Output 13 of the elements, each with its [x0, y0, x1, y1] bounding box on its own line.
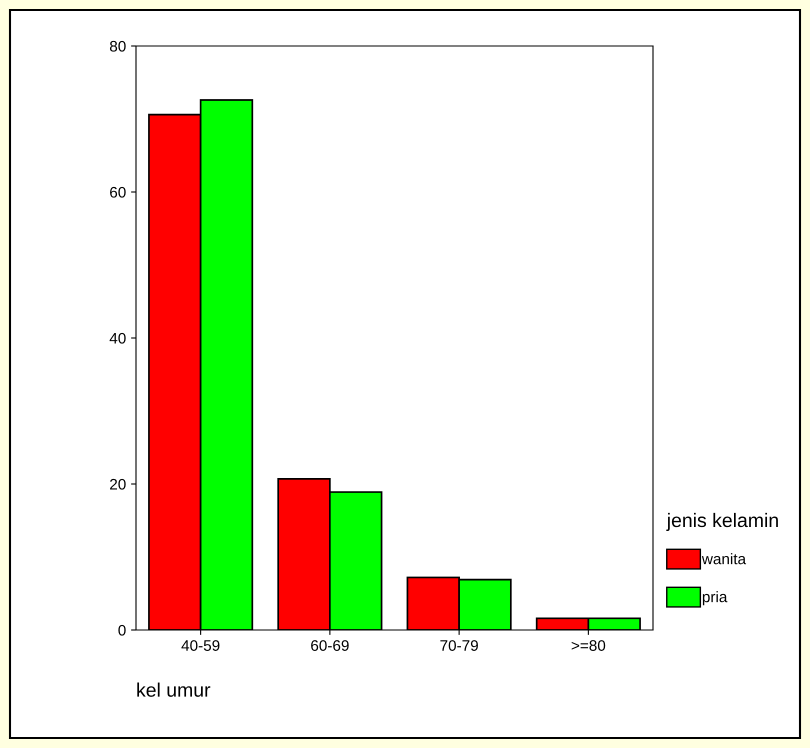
y-tick-label: 0	[118, 624, 126, 636]
x-tick-label: >=80	[572, 640, 606, 651]
x-tick-label: 70-79	[440, 640, 478, 651]
legend-label: wanita	[702, 553, 746, 564]
legend-label: pria	[702, 591, 728, 606]
y-tick-label: 40	[110, 332, 126, 344]
y-tick-label: 20	[110, 478, 126, 490]
y-tick-label: 60	[110, 186, 126, 198]
y-tick-label: 80	[110, 40, 126, 52]
x-tick-label: 40-59	[181, 640, 220, 651]
legend-title: jenis kelamin	[666, 512, 778, 532]
x-tick-label: 60-69	[311, 640, 349, 651]
x-axis-title: kel umur	[137, 682, 210, 697]
